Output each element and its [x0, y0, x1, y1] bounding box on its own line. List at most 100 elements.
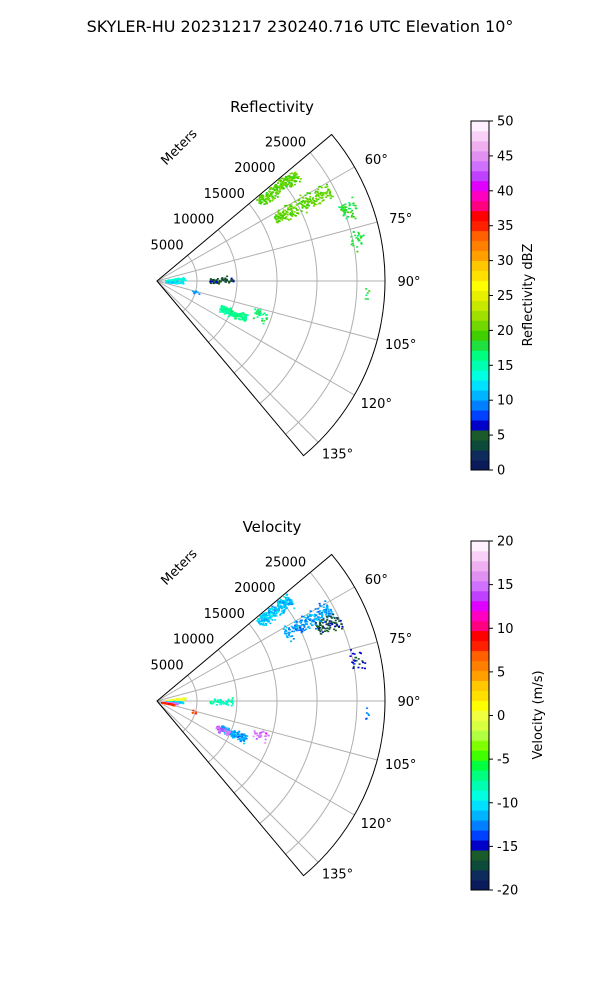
echo-point — [301, 197, 304, 199]
echo-point — [261, 320, 264, 322]
echo-point — [227, 312, 230, 315]
colorbar-tick-label: 25 — [497, 289, 514, 304]
echo-point — [216, 701, 219, 703]
echo-point — [325, 611, 328, 614]
echo-point — [300, 628, 303, 631]
echo-point — [224, 277, 227, 280]
echo-point — [317, 198, 320, 201]
colorbar-segment — [471, 810, 489, 821]
echo-point — [234, 734, 237, 736]
echo-point — [175, 699, 178, 701]
echo-point — [362, 234, 365, 237]
echo-point — [231, 701, 233, 703]
echo-point — [289, 172, 292, 175]
echo-point — [289, 601, 291, 603]
echo-point — [269, 608, 272, 611]
echo-point — [294, 626, 297, 628]
echo-point — [284, 629, 287, 631]
echo-point — [354, 660, 356, 662]
echo-point — [222, 702, 225, 704]
echo-point — [254, 312, 257, 315]
echo-point — [162, 701, 165, 704]
echo-point — [271, 611, 274, 614]
echo-point — [328, 613, 330, 615]
echo-point — [169, 281, 172, 284]
echo-point — [316, 194, 318, 196]
colorbar-segment — [471, 541, 489, 552]
reflectivity-title: Reflectivity — [230, 98, 314, 116]
echo-point — [364, 667, 366, 670]
echo-point — [291, 179, 293, 182]
echo-point — [238, 314, 241, 317]
echo-point — [256, 316, 259, 318]
echo-point — [258, 311, 261, 313]
echo-point — [320, 186, 323, 189]
echo-point — [336, 618, 339, 620]
echo-point — [285, 210, 288, 213]
echo-point — [306, 614, 309, 616]
echo-point — [237, 736, 240, 738]
echo-point — [290, 208, 293, 210]
colorbar-tick-label: -5 — [497, 753, 510, 768]
echo-point — [262, 322, 265, 325]
echo-point — [282, 599, 284, 602]
echo-point — [349, 203, 352, 206]
echo-point — [294, 174, 297, 176]
echo-point — [268, 612, 271, 614]
echo-point — [216, 728, 219, 731]
colorbar-segment — [471, 780, 489, 791]
echo-point — [311, 614, 314, 616]
echo-point — [284, 604, 287, 606]
echo-point — [264, 616, 267, 618]
echo-point — [275, 608, 278, 610]
echo-point — [168, 281, 171, 284]
echo-point — [329, 622, 332, 625]
echo-point — [302, 615, 305, 618]
echo-point — [263, 200, 266, 202]
echo-point — [293, 172, 296, 175]
echo-point — [261, 623, 264, 626]
echo-point — [319, 621, 321, 624]
echo-point — [289, 602, 292, 605]
colorbar-segment — [471, 200, 489, 212]
echo-point — [216, 704, 219, 706]
echo-point — [325, 629, 328, 632]
echo-point — [227, 308, 229, 310]
echo-point — [296, 209, 299, 211]
colorbar-segment — [471, 800, 489, 811]
echo-point — [313, 200, 316, 202]
azimuth-spoke — [156, 280, 319, 443]
echo-point — [350, 243, 353, 246]
echo-point — [342, 204, 345, 206]
echo-point — [228, 282, 231, 284]
echo-point — [272, 186, 275, 189]
echo-point — [275, 192, 278, 195]
echo-point — [295, 204, 298, 206]
echo-point — [338, 626, 340, 628]
echo-point — [268, 618, 271, 620]
range-ring — [285, 572, 358, 855]
echo-point — [361, 660, 364, 662]
echo-point — [245, 314, 248, 316]
colorbar-tick-label: 45 — [497, 149, 514, 164]
echo-point — [348, 202, 351, 204]
echo-point — [327, 188, 330, 191]
echo-point — [212, 278, 215, 281]
echo-point — [309, 618, 312, 621]
echo-point — [285, 599, 288, 602]
echo-point — [298, 202, 301, 204]
echo-point — [355, 207, 358, 210]
colorbar-segment — [471, 140, 489, 152]
echo-point — [220, 309, 223, 312]
echo-point — [282, 611, 285, 614]
echo-point — [291, 626, 294, 628]
echo-point — [275, 187, 278, 189]
echo-point — [285, 594, 288, 596]
echo-point — [271, 619, 274, 621]
echo-point — [260, 617, 263, 619]
echo-point — [234, 731, 236, 733]
echo-point — [276, 190, 279, 192]
echo-point — [164, 702, 167, 704]
echo-point — [318, 602, 321, 605]
echo-point — [279, 605, 282, 607]
